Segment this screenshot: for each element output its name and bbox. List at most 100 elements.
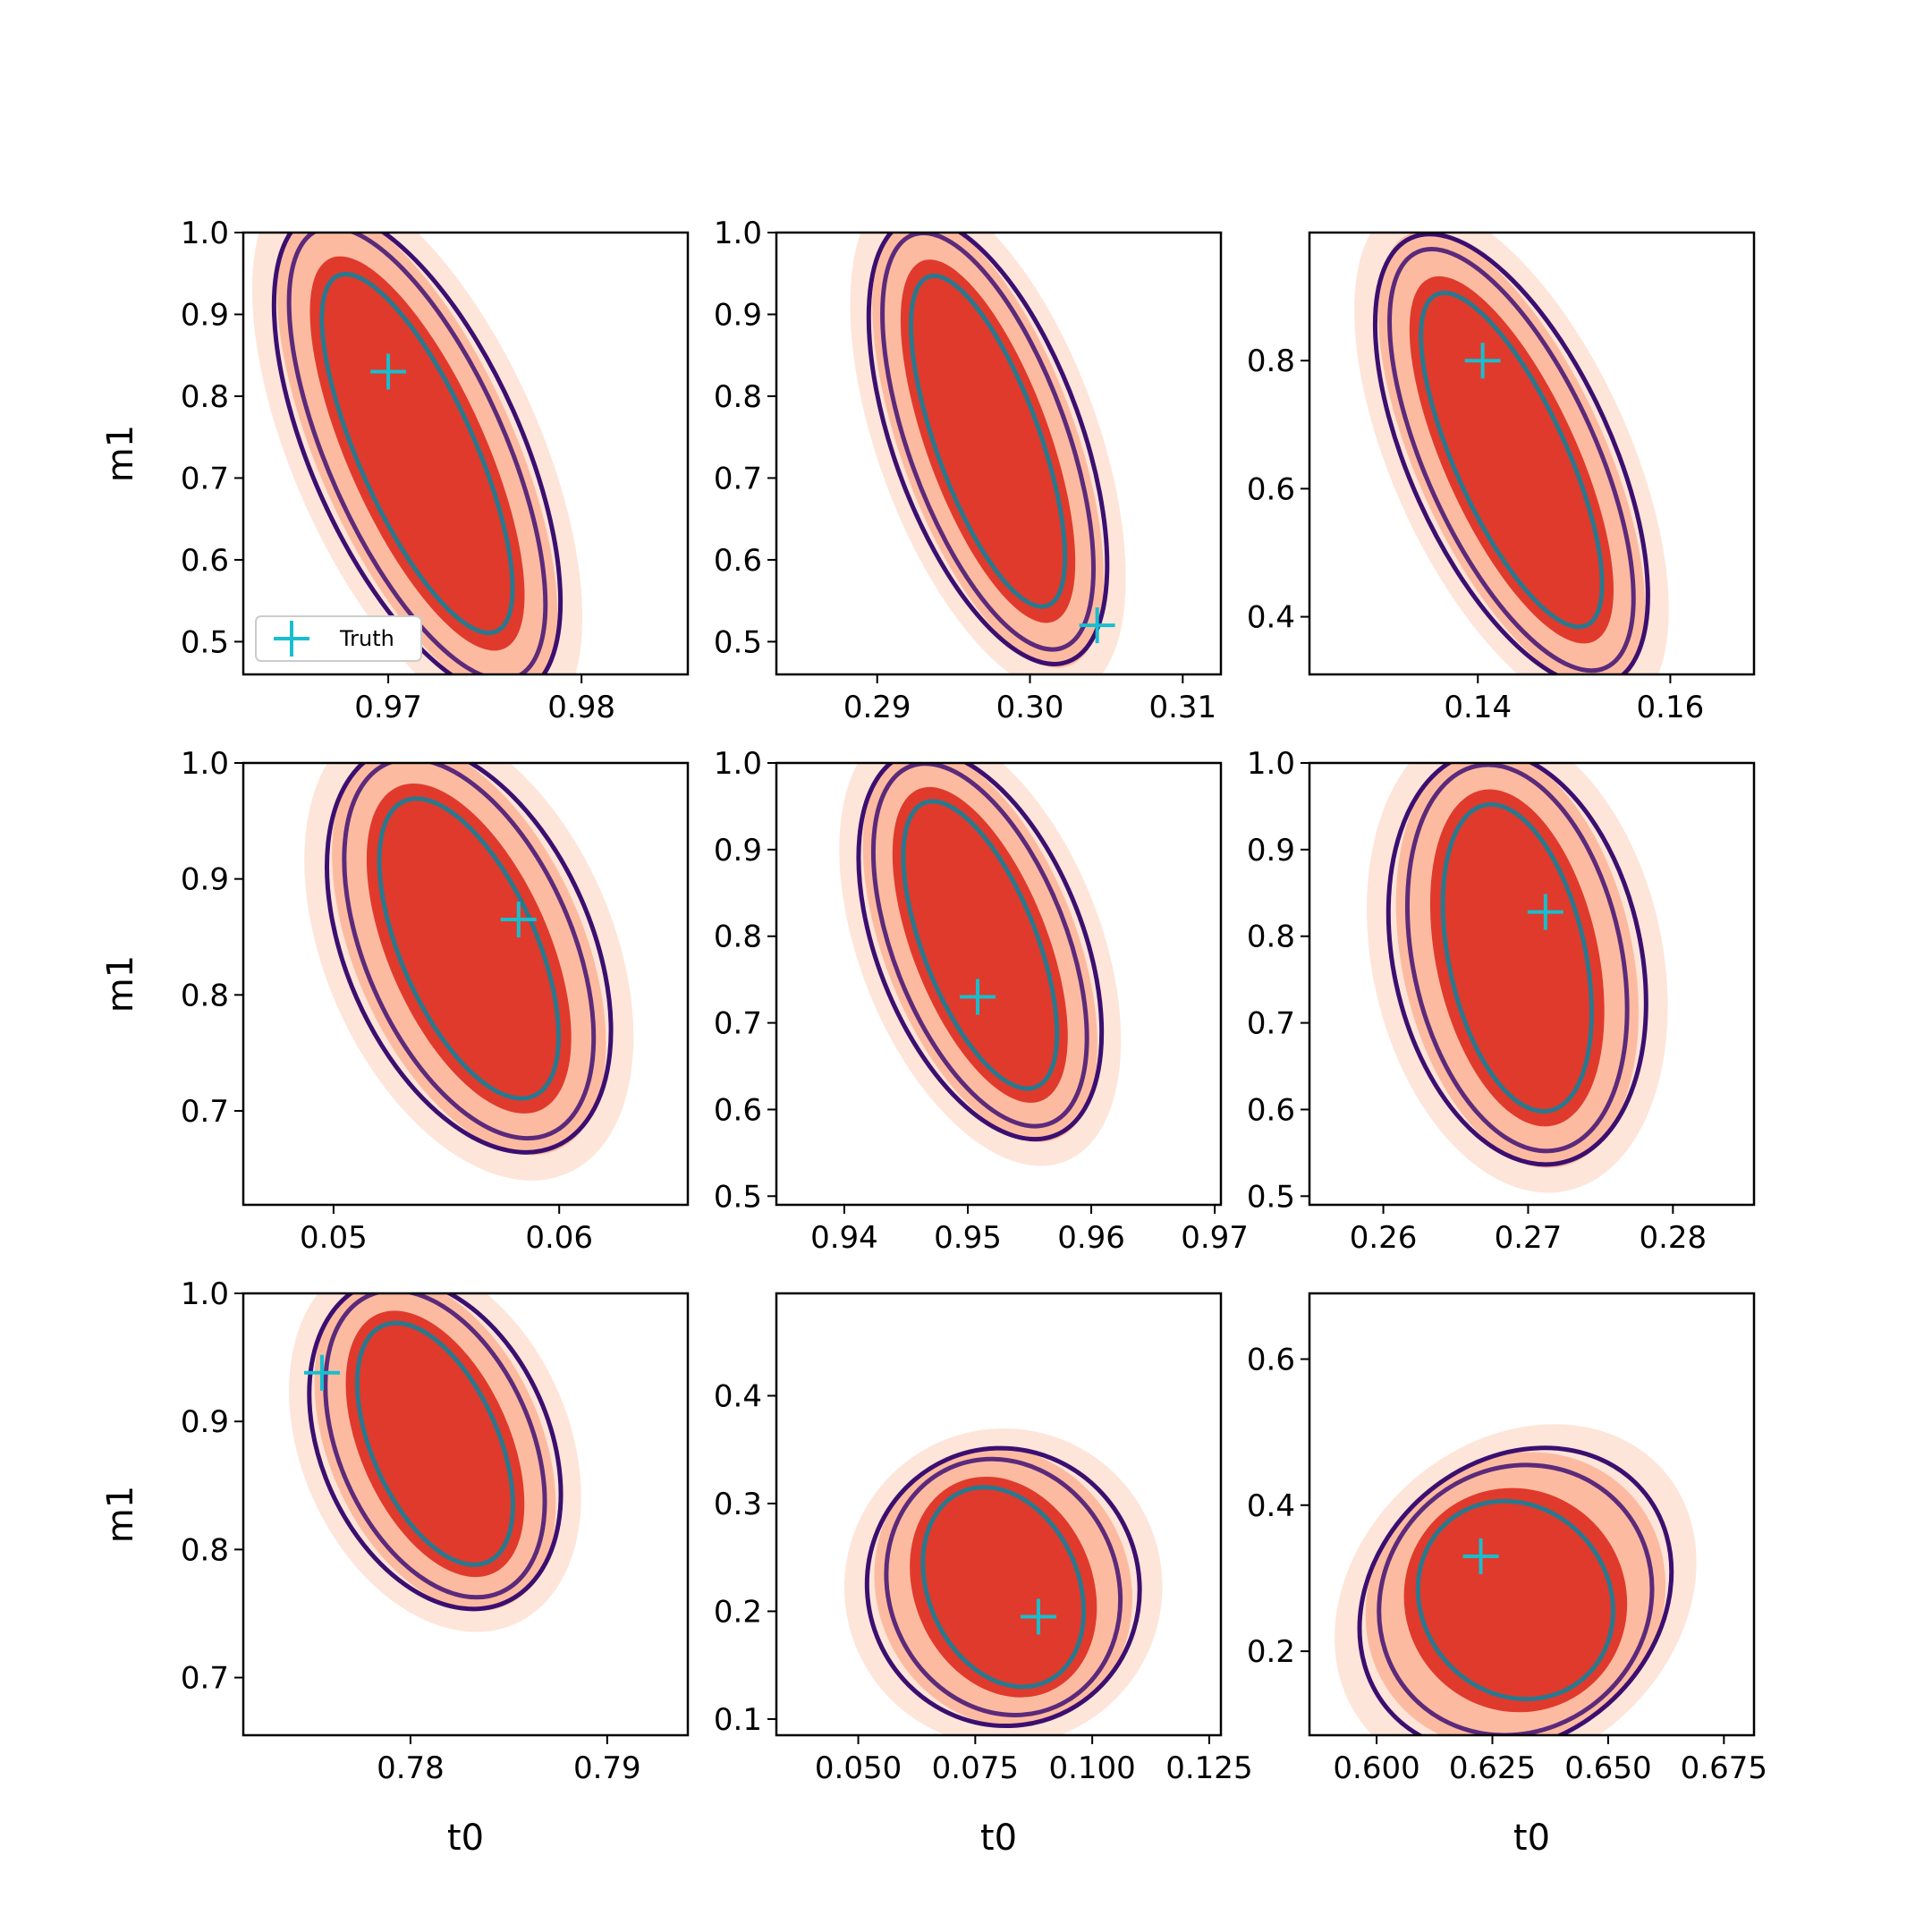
x-tick-label: 0.050 <box>815 1750 902 1786</box>
posterior-contour-level-2 <box>1387 247 1636 674</box>
posterior-contour-level-3 <box>920 1485 1087 1690</box>
posterior-contour-level-1 <box>307 1293 564 1612</box>
posterior-filled-level-3 <box>1409 275 1614 644</box>
posterior-contour-level-1 <box>325 763 614 1155</box>
y-tick-label: 0.8 <box>181 379 229 415</box>
x-tick-label: 0.14 <box>1444 690 1512 725</box>
y-tick-label: 0.9 <box>181 1404 229 1440</box>
x-axis-label: t0 <box>980 1818 1017 1859</box>
posterior-contour-level-2 <box>870 763 1089 1129</box>
y-tick-label: 0.9 <box>1247 833 1295 869</box>
panel-2: 0.29 0.30 0.31 0.5 0.6 0.7 0.8 0.9 1.0 <box>714 216 1223 725</box>
axes-frame <box>1308 761 1756 1207</box>
axes-frame <box>775 1292 1223 1737</box>
posterior-contour-level-2 <box>323 1293 547 1600</box>
x-tick-label: 0.95 <box>934 1220 1002 1256</box>
y-tick-label: 0.7 <box>714 1006 762 1042</box>
axes-frame <box>242 761 690 1207</box>
y-tick-label: 0.7 <box>1247 1006 1295 1042</box>
y-tick-label: 0.1 <box>714 1702 762 1738</box>
posterior-contour-level-3 <box>901 799 1060 1091</box>
x-tick-label: 0.28 <box>1639 1220 1707 1256</box>
y-tick-label: 0.4 <box>714 1378 762 1414</box>
y-tick-label: 0.6 <box>714 543 762 579</box>
panel-8: 0.050 0.075 0.100 0.125 0.1 0.2 0.3 0.4 t0 <box>714 1292 1253 1859</box>
y-tick-label: 0.4 <box>1247 600 1295 636</box>
y-tick-label: 0.7 <box>181 1661 229 1697</box>
y-tick-label: 0.7 <box>181 1094 229 1130</box>
truth-marker <box>1464 343 1501 379</box>
x-axis-label: t0 <box>1513 1818 1550 1859</box>
axes-frame <box>775 231 1223 676</box>
y-tick-label: 0.4 <box>1247 1488 1295 1524</box>
legend-truth-label: Truth <box>339 626 394 651</box>
x-tick-label: 0.06 <box>525 1220 593 1256</box>
y-tick-label: 1.0 <box>714 216 762 251</box>
y-tick-label: 0.5 <box>714 624 762 660</box>
y-tick-label: 0.8 <box>714 379 762 415</box>
x-axis-label: t0 <box>447 1818 484 1859</box>
y-axis-label: m1 <box>100 955 141 1013</box>
truth-marker <box>500 902 537 938</box>
y-tick-label: 1.0 <box>181 746 229 782</box>
y-tick-label: 0.8 <box>181 1532 229 1568</box>
y-tick-label: 0.5 <box>714 1179 762 1215</box>
axes-frame <box>1308 231 1756 676</box>
x-tick-label: 0.05 <box>300 1220 368 1256</box>
y-tick-label: 0.6 <box>714 1092 762 1128</box>
x-tick-label: 0.16 <box>1637 690 1705 725</box>
x-tick-label: 0.79 <box>573 1750 641 1786</box>
truth-marker <box>960 979 996 1015</box>
posterior-contour-level-2 <box>880 233 1097 652</box>
x-tick-label: 0.30 <box>996 690 1064 725</box>
y-tick-label: 0.3 <box>714 1487 762 1522</box>
y-tick-label: 0.7 <box>181 461 229 496</box>
x-tick-label: 0.98 <box>547 690 615 725</box>
y-tick-label: 1.0 <box>714 746 762 782</box>
panel-1: 0.97 0.98 0.5 0.6 0.7 0.8 0.9 1.0 m1 <box>100 216 690 725</box>
posterior-contour-level-1 <box>856 763 1105 1142</box>
y-tick-label: 1.0 <box>181 216 229 251</box>
panel-9: 0.600 0.625 0.650 0.675 0.2 0.4 0.6 t0 <box>1247 1292 1767 1859</box>
x-tick-label: 0.125 <box>1165 1750 1252 1786</box>
y-tick-label: 0.8 <box>1247 919 1295 955</box>
y-tick-label: 1.0 <box>1247 746 1295 782</box>
x-tick-label: 0.075 <box>932 1750 1019 1786</box>
x-tick-label: 0.625 <box>1449 1750 1536 1786</box>
y-tick-label: 0.6 <box>181 543 229 579</box>
posterior-contour-level-3 <box>908 273 1068 609</box>
y-tick-label: 0.5 <box>181 624 229 660</box>
posterior-filled-level-3 <box>1403 1487 1628 1713</box>
y-tick-label: 0.9 <box>714 297 762 333</box>
axes-frame <box>1308 1292 1756 1737</box>
x-tick-label: 0.97 <box>1181 1220 1249 1256</box>
x-tick-label: 0.31 <box>1148 690 1216 725</box>
x-tick-label: 0.600 <box>1333 1750 1419 1786</box>
y-tick-label: 0.8 <box>1247 343 1295 379</box>
x-tick-label: 0.94 <box>810 1220 878 1256</box>
posterior-filled-level-3 <box>345 1310 525 1578</box>
posterior-contour-level-1 <box>1372 233 1650 674</box>
y-axis-label: m1 <box>100 425 141 482</box>
y-tick-label: 0.9 <box>181 862 229 898</box>
x-tick-label: 0.675 <box>1681 1750 1767 1786</box>
y-tick-label: 1.0 <box>181 1276 229 1312</box>
posterior-contour-level-1 <box>1385 763 1648 1167</box>
truth-marker <box>1020 1598 1056 1635</box>
x-tick-label: 0.29 <box>843 690 911 725</box>
posterior-filled-level-3 <box>910 1476 1097 1698</box>
posterior-contour-level-3 <box>319 271 515 636</box>
x-tick-label: 0.100 <box>1048 1750 1135 1786</box>
posterior-contour-level-3 <box>1419 290 1605 630</box>
posterior-contour-level-2 <box>286 233 548 674</box>
y-tick-label: 0.7 <box>714 461 762 496</box>
posterior-filled-level-3 <box>900 259 1076 623</box>
posterior-contour-level-3 <box>1415 1498 1615 1702</box>
truth-marker <box>370 353 407 390</box>
truth-marker <box>1462 1538 1499 1574</box>
posterior-contour-level-1 <box>271 233 564 674</box>
truth-marker <box>1079 607 1115 644</box>
panel-3: 0.14 0.16 0.4 0.6 0.8 <box>1247 231 1756 725</box>
legend-box <box>255 615 422 662</box>
